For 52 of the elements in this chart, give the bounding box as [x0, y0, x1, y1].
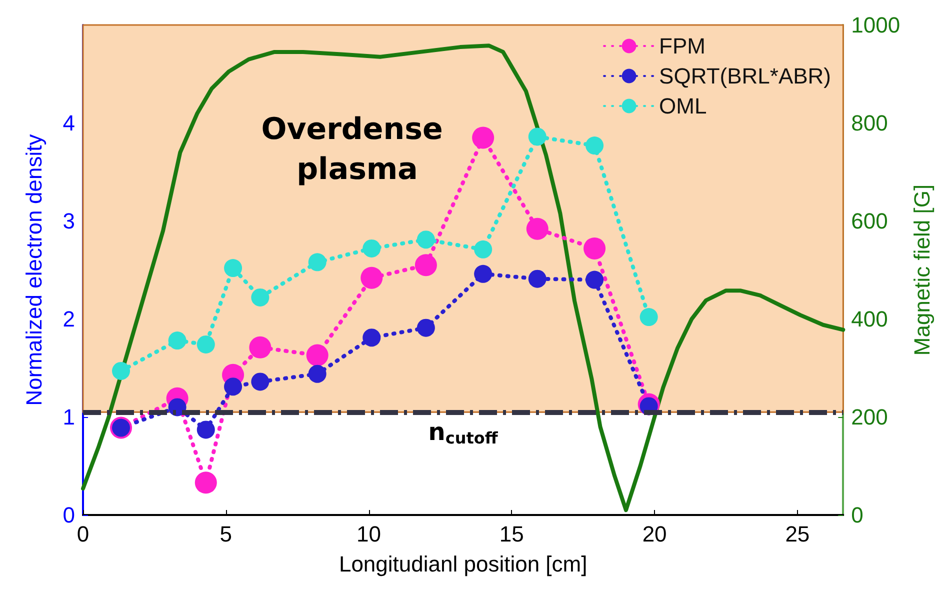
point [251, 372, 270, 391]
point [416, 318, 435, 337]
point [362, 239, 381, 258]
point [414, 254, 437, 276]
point [308, 364, 326, 383]
point [196, 420, 215, 439]
point [528, 128, 546, 146]
x-tick-label: 10 [356, 522, 382, 546]
point [224, 378, 242, 396]
point [526, 218, 548, 240]
point [472, 126, 494, 149]
y-tick-label: 2 [62, 306, 75, 332]
point [474, 240, 492, 258]
y-tick-label: 3 [62, 208, 75, 234]
y2-tick-label: 600 [851, 208, 888, 234]
x-tick-label: 20 [642, 522, 667, 546]
point [362, 328, 381, 347]
y-axis-title: Normalized electron density [22, 134, 46, 406]
point [194, 472, 217, 494]
point [584, 237, 606, 260]
point [308, 253, 326, 272]
x-tick-label: 15 [499, 522, 524, 546]
y2-tick-label: 400 [851, 306, 888, 332]
point [249, 336, 272, 358]
y2-axis-title: Magnetic field [G] [910, 184, 934, 356]
point [586, 270, 604, 289]
point [416, 230, 435, 249]
y2-tick-label: 800 [851, 110, 888, 136]
point [306, 344, 328, 366]
y-tick-label: 1 [62, 404, 75, 430]
legend-label: OML [659, 94, 707, 118]
x-tick-label: 25 [785, 522, 810, 546]
point [640, 308, 658, 326]
point [251, 288, 270, 306]
point [224, 259, 242, 278]
band-label: Overdense plasma [261, 112, 454, 187]
x-axis-title: Longitudianl position [cm] [338, 552, 588, 576]
point [528, 270, 546, 288]
point [360, 266, 383, 289]
y-tick-label: 4 [62, 110, 75, 136]
y-tick-label: 0 [62, 502, 75, 528]
point [586, 136, 604, 155]
point [112, 362, 130, 380]
y2-tick-label: 200 [851, 404, 888, 430]
point [474, 264, 492, 283]
y2-tick-label: 1000 [851, 12, 900, 38]
point [196, 335, 215, 354]
x-tick-label: 5 [220, 522, 232, 546]
y2-tick-label: 0 [851, 502, 864, 528]
legend-label: FPM [659, 34, 706, 58]
legend-label: SQRT(BRL*ABR) [659, 64, 832, 88]
point [168, 332, 186, 350]
